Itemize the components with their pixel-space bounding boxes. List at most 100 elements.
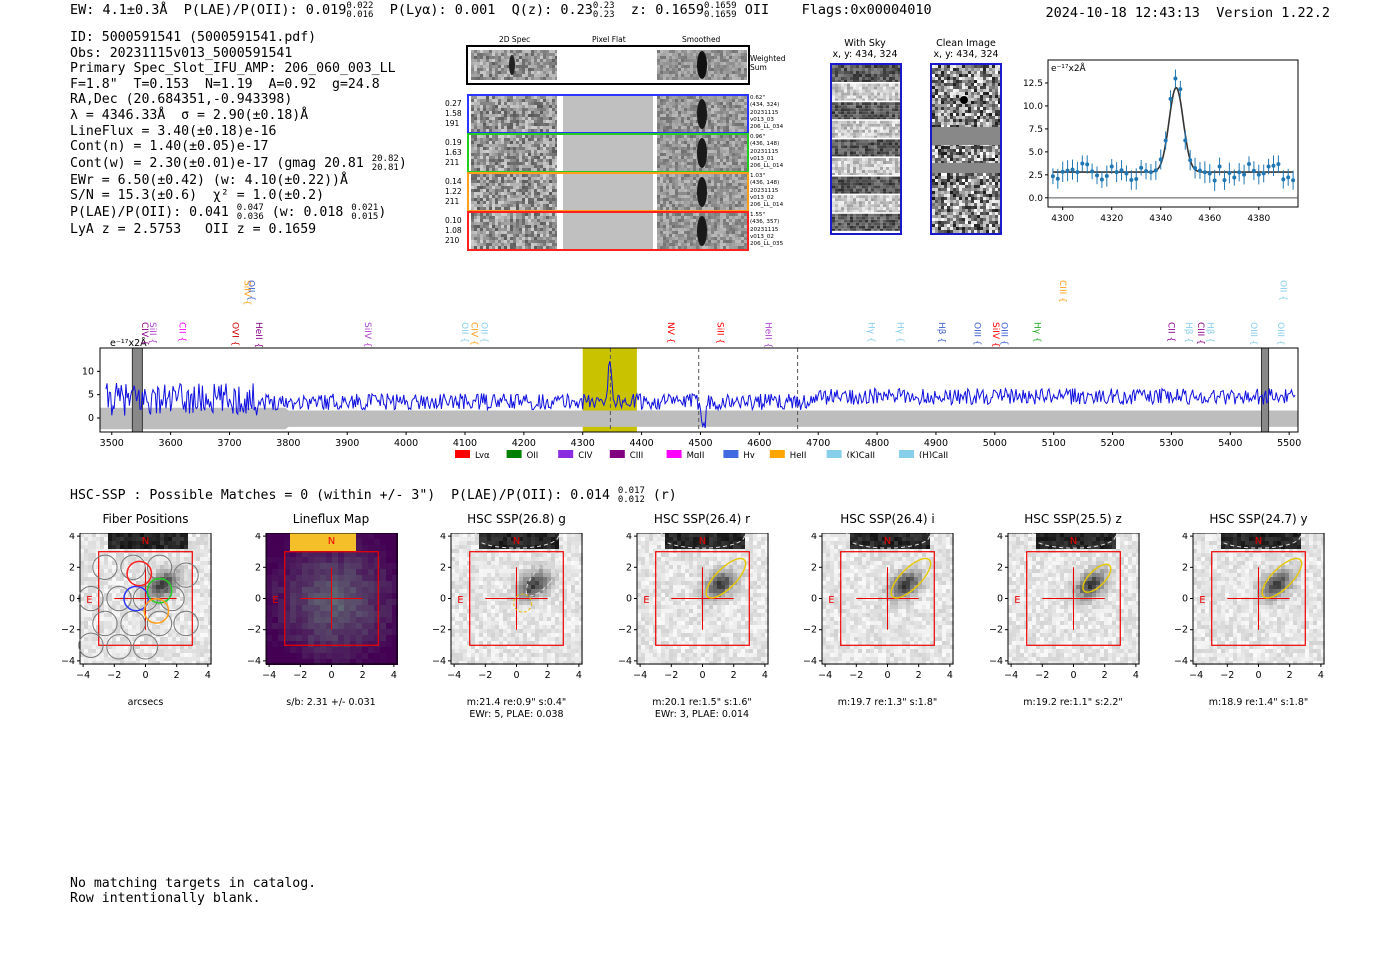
noise-pixel — [862, 195, 865, 199]
noise-pixel — [666, 162, 669, 165]
noise-pixel — [663, 123, 666, 126]
noise-pixel — [889, 164, 892, 167]
noise-pixel — [874, 117, 877, 120]
noise-pixel — [549, 201, 552, 204]
noise-pixel — [841, 201, 844, 205]
noise-pixel — [672, 240, 675, 243]
noise-pixel — [880, 170, 883, 173]
noise-pixel — [687, 240, 690, 243]
noise-pixel — [841, 151, 844, 155]
noise-pixel — [720, 65, 723, 68]
noise-pixel — [889, 222, 892, 226]
noise-pixel — [531, 96, 534, 99]
noise-pixel — [657, 126, 660, 129]
noise-pixel — [974, 83, 977, 86]
noise-pixel — [660, 222, 663, 225]
noise-pixel — [741, 231, 744, 234]
noise-pixel — [504, 216, 507, 219]
noise-pixel — [480, 186, 483, 189]
noise-pixel — [486, 177, 489, 180]
noise-pixel — [657, 174, 660, 177]
noise-pixel — [895, 188, 898, 192]
noise-pixel — [714, 123, 717, 126]
noise-pixel — [835, 89, 838, 93]
noise-pixel — [492, 219, 495, 222]
noise-pixel — [471, 59, 474, 62]
noise-pixel — [880, 222, 883, 226]
noise-pixel — [856, 170, 859, 173]
noise-pixel — [522, 183, 525, 186]
noise-pixel — [510, 153, 513, 156]
noise-pixel — [507, 228, 510, 231]
noise-pixel — [486, 168, 489, 171]
noise-pixel — [856, 108, 859, 112]
noise-pixel — [832, 98, 835, 101]
noise-pixel — [892, 151, 895, 155]
noise-pixel — [877, 80, 880, 82]
noise-pixel — [880, 114, 883, 118]
noise-pixel — [501, 77, 504, 80]
noise-pixel — [847, 173, 850, 175]
noise-pixel — [657, 141, 660, 144]
noise-pixel — [868, 126, 871, 130]
noise-pixel — [702, 129, 705, 132]
noise-pixel — [693, 96, 696, 99]
noise-pixel — [684, 141, 687, 144]
noise-pixel — [868, 170, 871, 173]
noise-pixel — [516, 189, 519, 192]
noise-pixel — [720, 123, 723, 126]
noise-pixel — [983, 86, 986, 89]
noise-pixel — [660, 141, 663, 144]
noise-pixel — [956, 80, 959, 83]
noise-pixel — [516, 156, 519, 159]
noise-pixel — [720, 138, 723, 141]
noise-pixel — [732, 201, 735, 204]
noise-pixel — [537, 237, 540, 240]
noise-pixel — [729, 138, 732, 141]
noise-pixel — [720, 105, 723, 108]
noise-pixel — [850, 145, 853, 149]
noise-pixel — [510, 129, 513, 132]
noise-pixel — [892, 126, 895, 130]
noise-pixel — [540, 71, 543, 74]
noise-pixel — [669, 156, 672, 159]
noise-pixel — [678, 50, 681, 53]
noise-pixel — [693, 59, 696, 62]
noise-pixel — [549, 53, 552, 56]
withsky-band-3 — [832, 120, 900, 138]
noise-pixel — [516, 165, 519, 168]
noise-pixel — [501, 222, 504, 225]
noise-pixel — [522, 156, 525, 159]
noise-pixel — [687, 53, 690, 56]
noise-pixel — [708, 168, 711, 171]
noise-pixel — [989, 86, 992, 89]
noise-pixel — [510, 162, 513, 165]
noise-pixel — [483, 168, 486, 171]
noise-pixel — [546, 186, 549, 189]
noise-pixel — [717, 246, 720, 249]
noise-pixel — [477, 144, 480, 147]
noise-pixel — [935, 74, 938, 77]
noise-pixel — [513, 77, 516, 80]
noise-pixel — [711, 59, 714, 62]
noise-pixel — [693, 105, 696, 108]
noise-pixel — [663, 192, 666, 195]
noise-pixel — [531, 195, 534, 198]
noise-pixel — [880, 71, 883, 74]
noise-pixel — [711, 117, 714, 120]
noise-pixel — [720, 135, 723, 138]
noise-pixel — [534, 219, 537, 222]
noise-pixel — [555, 192, 557, 195]
noise-pixel — [856, 154, 859, 157]
noise-pixel — [711, 177, 714, 180]
noise-pixel — [555, 165, 557, 168]
noise-pixel — [531, 141, 534, 144]
noise-pixel — [696, 246, 699, 249]
noise-pixel — [666, 189, 669, 192]
noise-pixel — [507, 102, 510, 105]
noise-pixel — [693, 147, 696, 150]
noise-pixel — [850, 123, 853, 127]
noise-pixel — [489, 240, 492, 243]
noise-pixel — [534, 204, 537, 207]
noise-pixel — [892, 102, 895, 106]
